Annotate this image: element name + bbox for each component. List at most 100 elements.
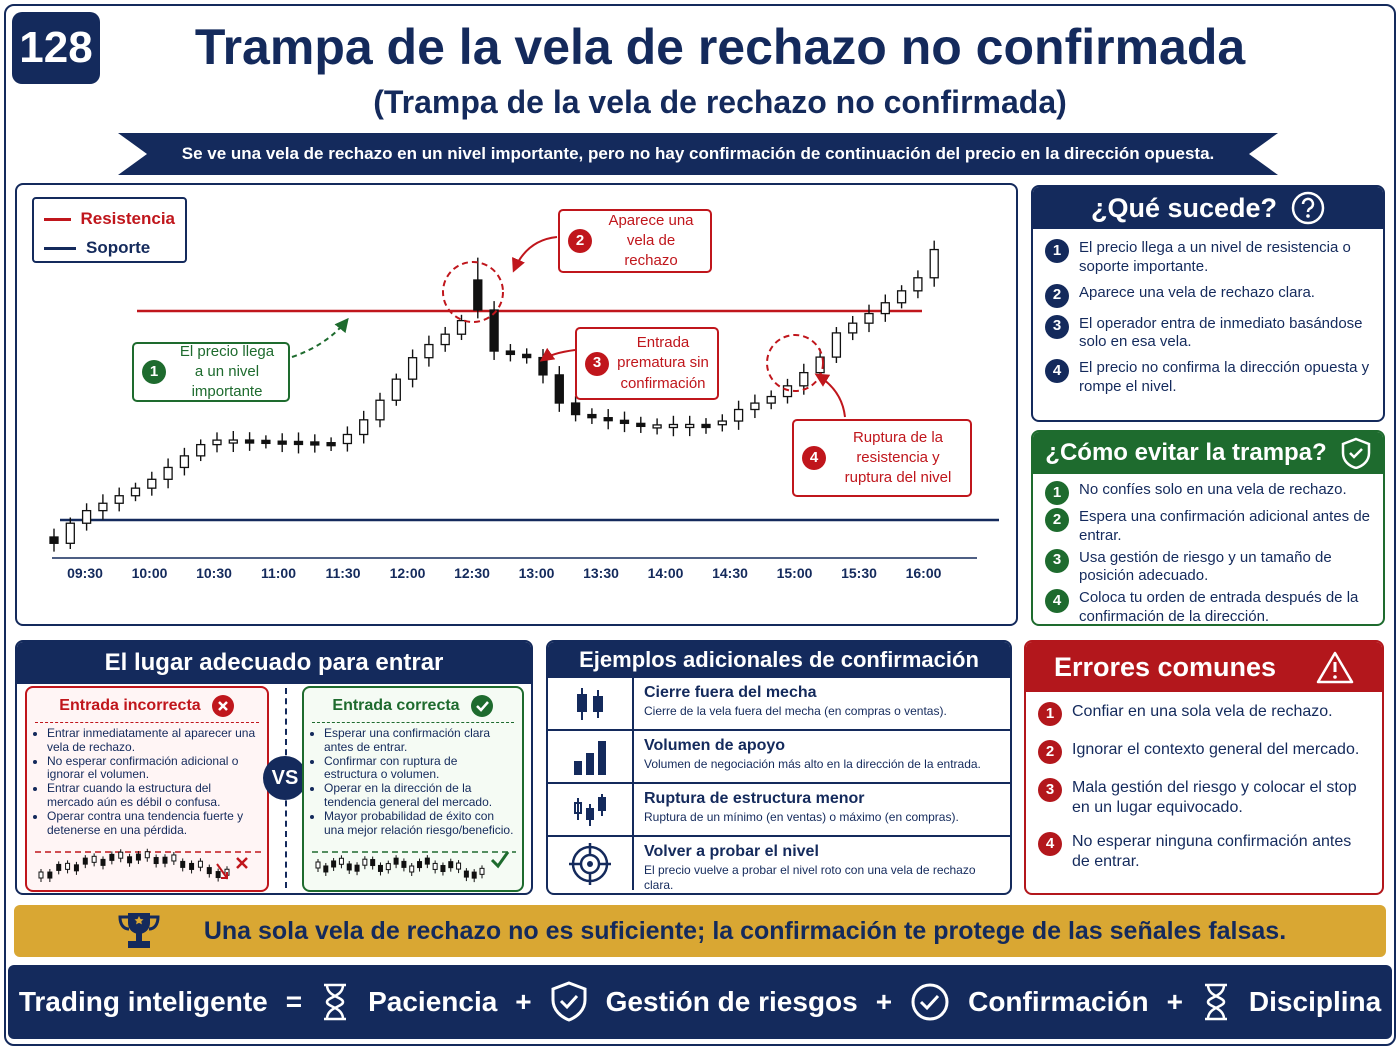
candle-body	[636, 422, 646, 428]
annotation-text: Aparece una vela de rechazo	[608, 211, 694, 270]
item-text: Ignorar el contexto general del mercado.	[1072, 741, 1360, 758]
list: 1 No confíes solo en una vela de rechazo.…	[1033, 474, 1383, 625]
item-number: 1	[1045, 481, 1069, 505]
mini-body	[401, 860, 407, 868]
candle-body	[717, 420, 727, 426]
example-text: El precio vuelve a probar el nivel roto …	[644, 863, 976, 892]
tip-bar: Una sola vela de rechazo no es suficient…	[14, 905, 1386, 957]
candle-body	[440, 333, 450, 346]
footer-item: Confirmación	[968, 986, 1149, 1017]
bullet-item: Entrar cuando la estructura del mercado …	[47, 781, 259, 810]
candle-body	[277, 440, 287, 445]
panel-header: Ejemplos adicionales de confirmación	[548, 642, 1010, 678]
candle-body	[799, 371, 809, 387]
item-text: Mala gestión del riesgo y colocar el sto…	[1072, 779, 1357, 816]
mini-body	[144, 851, 150, 859]
mini-body	[448, 861, 454, 869]
mini-body	[370, 859, 376, 867]
candle-body	[570, 402, 581, 416]
item-text: No esperar ninguna confirmación antes de…	[1072, 833, 1352, 870]
bullet-item: Entrar inmediatamente al aparecer una ve…	[47, 726, 259, 755]
arrow	[512, 236, 558, 273]
panel-title: ¿Qué sucede?	[1090, 192, 1278, 223]
panel-header: El lugar adecuado para entrar	[17, 642, 531, 684]
item-text: Coloca tu orden de entrada después de la…	[1079, 589, 1359, 625]
example-icon	[548, 678, 634, 729]
candle-body	[603, 417, 613, 422]
banner: Se ve una vela de rechazo en un nivel im…	[118, 133, 1278, 175]
candle-body	[473, 279, 483, 311]
candle-body	[733, 408, 744, 422]
candle-body	[65, 522, 75, 544]
panel-title: Errores comunes	[1053, 651, 1277, 682]
mini-body	[38, 871, 44, 879]
candle-body	[49, 536, 59, 544]
mini-body	[456, 862, 462, 870]
legend-label: Resistencia	[80, 209, 176, 228]
item-text: No confíes solo en una vela de rechazo.	[1079, 481, 1347, 498]
example-title: Cierre fuera del mecha	[644, 684, 817, 701]
mini-body	[65, 862, 71, 870]
item-text: El precio no confirma la dirección opues…	[1079, 359, 1370, 395]
candle-body	[913, 277, 923, 292]
candle-body	[652, 424, 662, 429]
box-title-text: Entrada incorrecta	[59, 697, 201, 714]
candle-body	[505, 350, 516, 356]
chart-panel: 09:30 10:00 10:30 11:00 11:30 12:00 12:30 13:00…	[15, 183, 1018, 626]
bullet-item: Mayor probabilidad de éxito con una mejo…	[324, 809, 514, 838]
candle-body	[147, 478, 157, 489]
footer-icon	[320, 982, 350, 1022]
mini-body	[118, 851, 124, 859]
mini-body	[331, 860, 337, 868]
list-item: 3 Usa gestión de riesgo y un tamaño de po…	[1045, 548, 1371, 587]
list-item: 2 Aparece una vela de rechazo clara.	[1045, 283, 1371, 308]
mini-chart	[35, 848, 261, 883]
time-label: 12:00	[390, 565, 426, 581]
list-item: 4 El precio no confirma la dirección opue…	[1045, 359, 1371, 397]
panel-header: ¿Qué sucede?	[1033, 187, 1383, 229]
candle-body	[701, 423, 711, 429]
chart-drawing: 09:30 10:00 10:30 11:00 11:30 12:00 12:30 13:00…	[49, 236, 999, 581]
candle-body	[359, 419, 369, 436]
highlight-circle	[766, 334, 824, 392]
candle-body	[163, 466, 173, 480]
list: 1 El precio llega a un nivel de resistenc…	[1033, 229, 1383, 397]
panel-title: Ejemplos adicionales de confirmación	[579, 647, 979, 672]
title: Trampa de la vela de rechazo no confirma…	[194, 19, 1246, 75]
mini-body	[47, 871, 53, 879]
example-text: Volumen de negociación más alto en la di…	[644, 757, 981, 772]
mini-body	[162, 856, 168, 864]
panel-header: ¿Cómo evitar la trampa?	[1033, 432, 1383, 474]
list-item: 2 Espera una confirmación adicional antes…	[1045, 508, 1371, 546]
arrow	[291, 317, 349, 358]
list-item: 3 Mala gestión del riesgo y colocar el st…	[1038, 778, 1370, 818]
example-body: Volumen de apoyo Volumen de negociación m…	[634, 731, 991, 782]
mini-body	[82, 857, 88, 865]
candle-body	[81, 509, 92, 524]
mini-cross	[236, 857, 248, 869]
mini-body	[323, 865, 329, 873]
mini-body	[479, 867, 485, 875]
item-number: 4	[1045, 359, 1069, 383]
example-text: Cierre de la vela fuera del mecha (en co…	[644, 704, 947, 719]
examples-panel: Ejemplos adicionales de confirmación Cie…	[546, 640, 1012, 895]
item-text: Espera una confirmación adicional antes …	[1079, 508, 1371, 544]
time-labels: 09:30 10:00 10:30 11:00 11:30 12:00 12:30 13:00…	[67, 565, 942, 581]
footer-item: Paciencia	[368, 986, 498, 1017]
bullet-item: Esperar una confirmación clara antes de …	[324, 726, 514, 755]
example-body: Ruptura de estructura menor Ruptura de un…	[634, 784, 969, 835]
footer-item: Disciplina	[1248, 986, 1382, 1017]
examples-list: Cierre fuera del mecha Cierre de la vela …	[548, 678, 1010, 892]
candle-body	[554, 374, 564, 404]
what-happens-panel: ¿Qué sucede? 1 El precio llega a un nivel…	[1031, 185, 1385, 422]
footer-plus: +	[875, 986, 893, 1017]
time-label: 10:00	[132, 565, 168, 581]
annotation: 2 Aparece una vela de rechazo	[558, 209, 712, 273]
item-number: 4	[1038, 832, 1062, 856]
list-item: 3 El operador entra de inmediato basándos…	[1045, 314, 1371, 353]
example-row: Cierre fuera del mecha Cierre de la vela …	[548, 678, 1010, 731]
annotation-number: 4	[802, 446, 826, 470]
time-label: 12:30	[454, 565, 490, 581]
